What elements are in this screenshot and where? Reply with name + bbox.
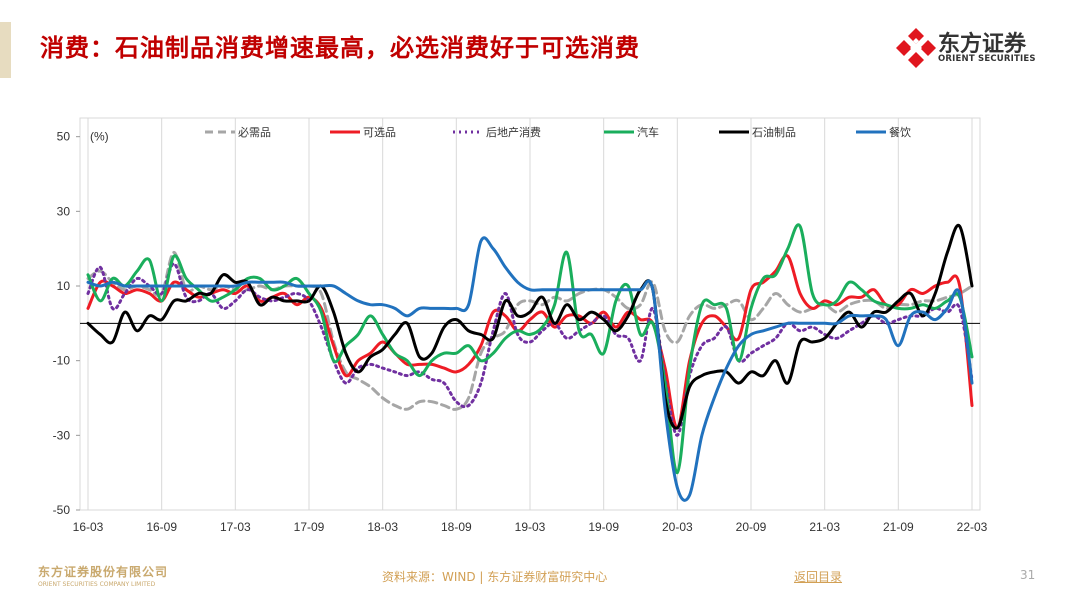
page-title: 消费：石油制品消费增速最高，必选消费好于可选消费	[40, 33, 640, 62]
y-axis-unit-label: (%)	[90, 130, 109, 144]
logo-mark-icon	[896, 28, 936, 68]
footer-source: 资料来源：WIND | 东方证券财富研究中心	[382, 570, 608, 584]
x-tick-label: 17-09	[294, 520, 325, 534]
series-line-5	[86, 236, 974, 502]
series-line-4	[86, 223, 974, 430]
x-tick-label: 20-03	[662, 520, 693, 534]
back-to-contents-link[interactable]: 返回目录	[794, 570, 843, 584]
series-line-3	[86, 223, 974, 475]
x-tick-label: 17-03	[220, 520, 251, 534]
series-line-1	[86, 254, 974, 430]
legend-label-1: 可选品	[363, 126, 396, 139]
footer-company-en: ORIENT SECURITIES COMPANY LIMITED	[38, 581, 156, 588]
line-chart: 16-03 16-09 17-03 17-09 18-03 18-09 19-03 19-09…	[53, 117, 988, 534]
series-line-2	[86, 262, 974, 437]
y-tick-label: -50	[53, 503, 71, 517]
x-tick-label: 21-09	[883, 520, 914, 534]
y-tick-label: -30	[53, 428, 71, 442]
logo-name-en: ORIENT SECURITIES	[938, 54, 1036, 64]
x-tick-label: 22-03	[957, 520, 988, 534]
x-tick-label: 19-09	[588, 520, 619, 534]
x-tick-label: 18-09	[441, 520, 472, 534]
x-tick-label: 21-03	[809, 520, 840, 534]
y-tick-label: -10	[53, 354, 71, 368]
legend-label-2: 后地产消费	[486, 125, 541, 139]
x-tick-label: 20-09	[736, 520, 767, 534]
legend-label-5: 餐饮	[889, 125, 911, 139]
footer-company-cn: 东方证券股份有限公司	[38, 565, 169, 579]
y-tick-label: 50	[57, 130, 71, 144]
side-accent-bar	[0, 22, 11, 78]
x-tick-label: 18-03	[367, 520, 398, 534]
page-number: 31	[1020, 568, 1036, 582]
legend-label-4: 石油制品	[752, 125, 796, 139]
y-tick-label: 30	[57, 204, 71, 218]
legend-label-3: 汽车	[637, 125, 659, 139]
x-tick-label: 19-03	[515, 520, 546, 534]
brand-logo: 东方证券 ORIENT SECURITIES	[896, 26, 1046, 70]
legend-label-0: 必需品	[238, 126, 271, 139]
y-tick-label: 10	[57, 279, 71, 293]
x-tick-label: 16-09	[146, 520, 177, 534]
footer-company: 东方证券股份有限公司 ORIENT SECURITIES COMPANY LIM…	[38, 563, 168, 588]
x-tick-label: 16-03	[73, 520, 104, 534]
logo-name-cn: 东方证券	[938, 32, 1027, 57]
